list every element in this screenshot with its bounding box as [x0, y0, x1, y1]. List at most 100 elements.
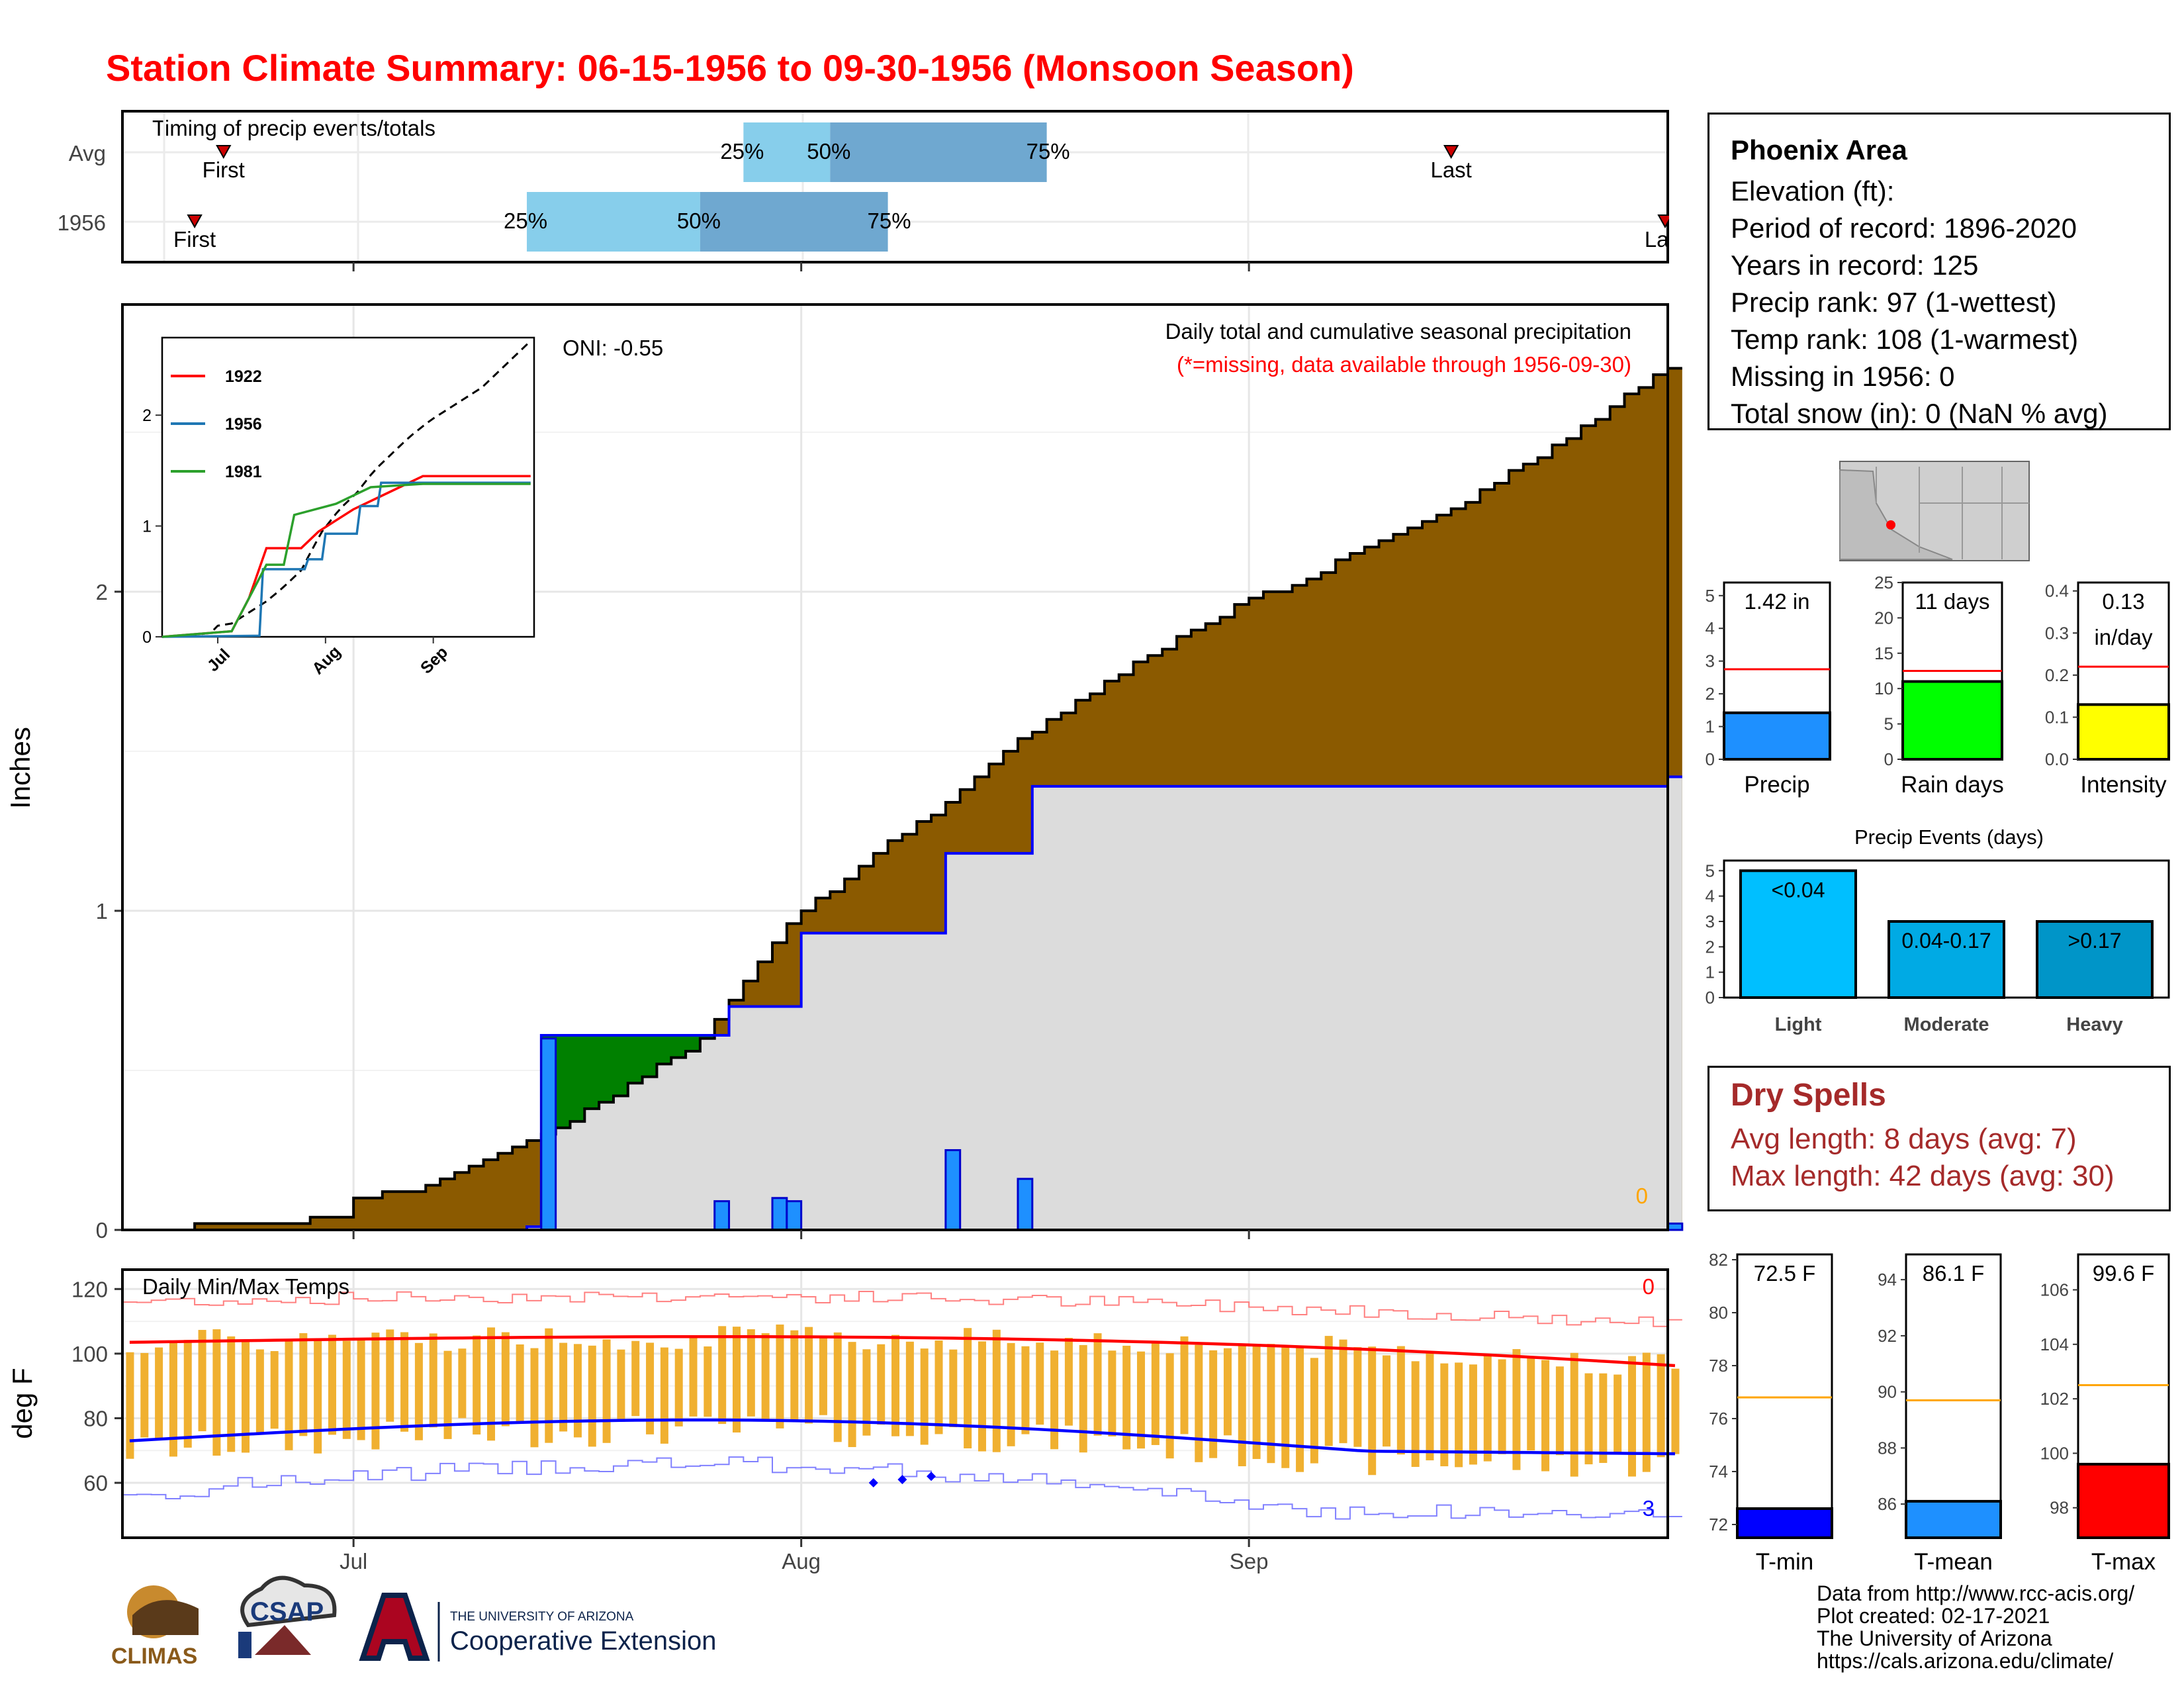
daily-temp-range-bar — [646, 1342, 655, 1434]
daily-temp-range-bar — [920, 1348, 929, 1445]
daily-temp-range-bar — [1426, 1352, 1434, 1461]
inset-ytick-label: 2 — [142, 406, 152, 425]
ua-name: THE UNIVERSITY OF ARIZONA — [450, 1610, 634, 1624]
summary-ytick-label: 10 — [1874, 679, 1893, 698]
credit-date: Plot created: 02-17-2021 — [1817, 1604, 2050, 1628]
timing-first-marker — [216, 145, 232, 160]
timing-bar-50-75 — [830, 122, 1047, 182]
daily-temp-range-bar — [1238, 1343, 1246, 1467]
summary-ytick-label: 5 — [1884, 714, 1893, 734]
daily-temp-range-bar — [1021, 1346, 1030, 1434]
station-name: Phoenix Area — [1731, 134, 1907, 165]
timing-label-25: 25% — [504, 209, 547, 233]
events-ytick-label: 4 — [1706, 886, 1715, 906]
summary-category-label: Intensity — [2080, 772, 2167, 798]
temp-summary-bar-T-max — [2077, 1462, 2170, 1539]
temps-panel: 60 80 100 120 Daily Min/Max Temps deg F 0 3 — [7, 1268, 1682, 1539]
credit-source: Data from http://www.rcc-acis.org/ — [1817, 1581, 2135, 1605]
event-bar-Moderate — [1888, 920, 2005, 999]
events-frame — [1723, 859, 2170, 999]
daily-temp-range-bar — [1324, 1336, 1333, 1446]
record-low-line — [122, 1456, 1682, 1520]
temp-summary-ytick-label: 80 — [1709, 1303, 1728, 1323]
date-xtick-label: Aug — [782, 1549, 821, 1573]
temp-summary-ytick-label: 104 — [2040, 1335, 2069, 1354]
temp-summary-ytick-label: 88 — [1878, 1438, 1897, 1458]
csap-wordmark: CSAP — [250, 1597, 324, 1626]
logos: CLIMAS CSAP THE UNIVERSITY OF ARIZONA Co… — [111, 1575, 716, 1669]
record-low-marker — [927, 1472, 936, 1481]
event-value-label: <0.04 — [1772, 878, 1825, 902]
temp-summary-ytick-label: 102 — [2040, 1389, 2069, 1409]
timing-label-75: 75% — [868, 209, 911, 233]
temp-summary-ytick-label: 82 — [1709, 1250, 1728, 1270]
dry-spells-box: Dry Spells Avg length: 8 days (avg: 7) M… — [1707, 1066, 2171, 1211]
record-high-line — [122, 1290, 1682, 1327]
daily-temp-range-bar — [1079, 1344, 1087, 1453]
daily-temp-range-bar — [429, 1333, 437, 1428]
precip-frame — [121, 303, 1669, 1231]
daily-temp-range-bar — [1036, 1342, 1044, 1425]
daily-temp-range-bar — [227, 1336, 236, 1452]
daily-temp-range-bar — [1599, 1373, 1608, 1464]
station-elevation: Elevation (ft): — [1731, 175, 1895, 207]
summary-ytick-label: 0 — [1706, 749, 1715, 769]
daily-temp-range-bar — [1396, 1346, 1405, 1455]
daily-temp-range-bar — [299, 1333, 308, 1436]
daily-temp-range-bar — [516, 1344, 524, 1422]
timing-edge-mask — [1669, 199, 1702, 261]
timing-label-50: 50% — [677, 209, 721, 233]
daily-temp-range-bar — [949, 1349, 958, 1428]
ua-logo: THE UNIVERSITY OF ARIZONA Cooperative Ex… — [359, 1593, 716, 1662]
daily-temp-range-bar — [934, 1340, 943, 1434]
daily-temp-range-bar — [805, 1327, 813, 1424]
daily-temp-range-bar — [1671, 1368, 1680, 1454]
credit-university: The University of Arizona — [1817, 1626, 2052, 1650]
temp-summary-ytick-label: 94 — [1878, 1270, 1897, 1289]
station-location-marker — [1886, 520, 1895, 530]
inset-avg-dashed-line — [161, 340, 531, 638]
daily-temp-range-bar — [1296, 1348, 1304, 1472]
temp-summary-frame-1 — [1905, 1253, 2002, 1539]
climas-logo: CLIMAS — [111, 1585, 199, 1669]
daily-temp-range-bar — [371, 1333, 380, 1450]
record-low-count: 3 — [1643, 1496, 1655, 1521]
station-precip-rank: Precip rank: 97 (1-wettest) — [1731, 287, 2057, 318]
timing-first-marker — [187, 214, 203, 229]
summary-ytick-label: 5 — [1706, 586, 1715, 606]
timing-label-50: 50% — [807, 139, 850, 164]
temp-summary-value-label: 99.6 F — [2093, 1261, 2155, 1286]
daily-temp-range-bar — [833, 1332, 842, 1442]
summary-ytick-label: 0 — [1884, 749, 1893, 769]
daily-temp-range-bar — [776, 1324, 784, 1429]
location-map — [1839, 461, 2030, 561]
daily-temp-range-bar — [1007, 1342, 1015, 1446]
daily-temp-range-bar — [1195, 1344, 1203, 1462]
timing-bar-25-50 — [743, 122, 831, 182]
daily-temp-range-bar — [1209, 1350, 1218, 1458]
inset-ytick-label: 0 — [142, 628, 152, 647]
events-ytick-label: 1 — [1706, 962, 1715, 982]
record-low-marker — [897, 1475, 907, 1485]
daily-temp-range-bar — [1584, 1373, 1593, 1465]
timing-row-label-1956: 1956 — [58, 211, 106, 235]
daily-temp-range-bar — [126, 1352, 134, 1459]
daily-temp-range-bar — [1483, 1356, 1492, 1462]
temps-ytick-label: 60 — [83, 1471, 108, 1495]
ua-a-icon — [359, 1593, 430, 1661]
temp-summary-ytick-label: 72 — [1709, 1515, 1728, 1534]
daily-temp-range-bar — [1165, 1353, 1174, 1459]
temp-summary-bar-T-mean — [1905, 1499, 2002, 1539]
summary-ytick-label: 0.2 — [2045, 665, 2069, 685]
timing-bar-25-50 — [527, 192, 700, 252]
event-category-label: Light — [1775, 1014, 1822, 1035]
daily-temp-range-bar — [212, 1329, 221, 1456]
event-category-label: Moderate — [1904, 1014, 1989, 1035]
summary-category-label: Rain days — [1901, 772, 2004, 798]
temps-ytick-label: 80 — [83, 1406, 108, 1430]
inset-legend-label: 1981 — [225, 463, 262, 481]
obs-cumulative-area — [122, 776, 1682, 1230]
summary-value-label: 11 days — [1915, 589, 1989, 614]
temp-summary-ytick-label: 76 — [1709, 1409, 1728, 1429]
timing-label-75: 75% — [1026, 139, 1070, 164]
